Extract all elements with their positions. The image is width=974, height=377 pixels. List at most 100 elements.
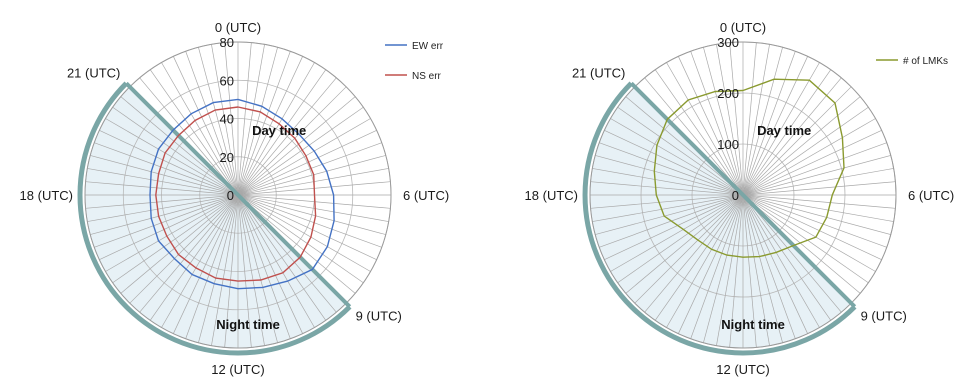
angle-label: 0 (UTC) — [720, 20, 766, 35]
grid-spoke — [237, 62, 315, 196]
grid-spoke — [742, 96, 861, 196]
grid-spoke — [94, 142, 239, 196]
grid-spoke — [237, 130, 377, 196]
grid-spoke — [87, 194, 239, 222]
grid-spoke — [173, 56, 239, 196]
grid-spoke — [237, 51, 291, 196]
grid-spoke — [161, 62, 239, 196]
grid-spoke — [237, 194, 356, 294]
angle-label: 9 (UTC) — [356, 309, 402, 324]
grid-spoke — [716, 194, 744, 346]
grid-spoke — [237, 194, 386, 235]
grid-spoke — [703, 194, 744, 343]
grid-spoke — [237, 118, 371, 196]
grid-spoke — [90, 155, 239, 196]
grid-spoke — [237, 77, 337, 196]
grid-spoke — [742, 194, 820, 328]
grid-spoke — [173, 194, 239, 334]
grid-spoke — [742, 130, 882, 196]
grid-spoke — [742, 118, 876, 196]
grid-spoke — [742, 194, 808, 334]
grid-spoke — [625, 96, 744, 196]
grid-spoke — [224, 194, 239, 348]
grid-spoke — [690, 194, 744, 339]
grid-spoke — [742, 194, 891, 235]
grid-spoke — [237, 155, 386, 196]
grid-spoke — [237, 194, 389, 222]
grid-spoke — [237, 194, 252, 348]
grid-spoke — [729, 194, 744, 348]
angle-label: 12 (UTC) — [716, 362, 769, 377]
grid-spoke — [592, 194, 744, 222]
grid-spoke — [237, 194, 315, 328]
grid-spoke — [595, 194, 744, 235]
radial-tick-label: 200 — [717, 86, 739, 101]
grid-spoke — [742, 181, 896, 196]
grid-spoke — [129, 194, 239, 304]
grid-spoke — [742, 194, 832, 321]
radial-tick-label: 0 — [227, 188, 234, 203]
grid-spoke — [237, 47, 278, 196]
grid-spoke — [742, 106, 869, 196]
grid-spoke — [120, 96, 239, 196]
grid-spoke — [644, 77, 744, 196]
grid-spoke — [742, 47, 783, 196]
grid-spoke — [742, 62, 820, 196]
night-time-label: Night time — [216, 317, 280, 332]
grid-spoke — [237, 194, 265, 346]
grid-spoke — [678, 56, 744, 196]
series-line-0 — [149, 98, 335, 290]
grid-spoke — [666, 194, 744, 328]
grid-spoke — [105, 194, 239, 272]
grid-spoke — [729, 42, 744, 196]
grid-spoke — [644, 194, 744, 313]
grid-spoke — [90, 194, 239, 235]
grid-spoke — [742, 142, 887, 196]
grid-spoke — [604, 130, 744, 196]
outer-ring — [84, 41, 392, 349]
grid-spoke — [94, 194, 239, 248]
grid-spoke — [742, 194, 796, 339]
grid-spoke — [237, 194, 364, 284]
grid-spoke — [742, 77, 842, 196]
grid-spoke — [211, 44, 239, 196]
grid-spoke — [149, 194, 239, 321]
grid-spoke — [666, 62, 744, 196]
grid-spoke — [604, 194, 744, 260]
outer-ring — [589, 41, 897, 349]
grid-spoke — [742, 194, 770, 346]
angle-label: 18 (UTC) — [20, 188, 73, 203]
grid-spoke — [742, 42, 757, 196]
grid-spoke — [237, 194, 382, 248]
radial-tick-label: 300 — [717, 35, 739, 50]
angle-label: 6 (UTC) — [403, 188, 449, 203]
grid-spoke — [85, 194, 239, 209]
grid-spoke — [678, 194, 744, 334]
grid-spoke — [742, 86, 852, 196]
angle-label: 12 (UTC) — [211, 362, 264, 377]
grid-spoke — [99, 194, 239, 260]
grid-spoke — [610, 194, 744, 272]
grid-spoke — [237, 194, 291, 339]
angle-label: 9 (UTC) — [861, 309, 907, 324]
radial-tick-label: 40 — [220, 112, 234, 127]
grid-spoke — [237, 194, 303, 334]
grid-spoke — [690, 51, 744, 196]
grid-spoke — [742, 194, 783, 343]
grid-spoke — [625, 194, 744, 294]
grid-spoke — [742, 194, 887, 248]
angle-label: 21 (UTC) — [67, 65, 120, 80]
grid-spoke — [703, 47, 744, 196]
grid-spoke — [654, 194, 744, 321]
grid-spoke — [237, 86, 347, 196]
grid-spoke — [716, 44, 744, 196]
grid-spoke — [742, 194, 757, 348]
radial-tick-label: 80 — [220, 35, 234, 50]
grid-spoke — [742, 155, 891, 196]
grid-spoke — [610, 118, 744, 196]
grid-spoke — [237, 194, 371, 272]
grid-spoke — [742, 194, 869, 284]
radial-tick-label: 60 — [220, 73, 234, 88]
